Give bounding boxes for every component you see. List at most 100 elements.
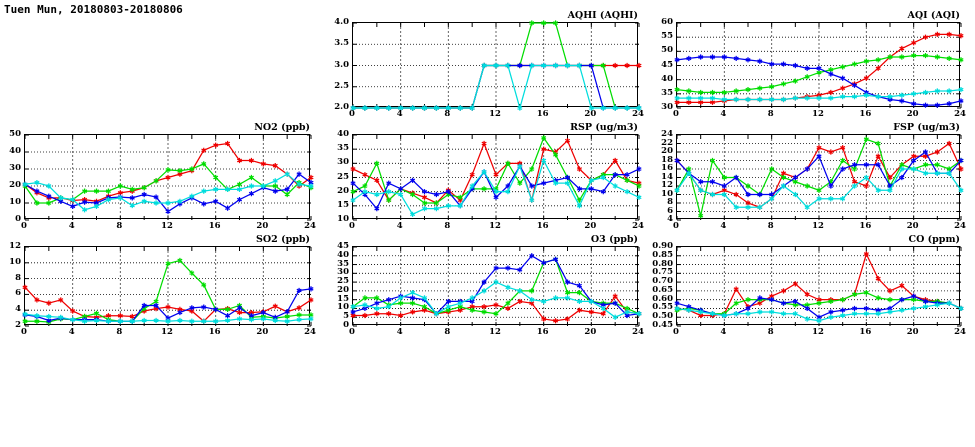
- plot-area-aqhi: [350, 20, 642, 111]
- x-tick-label: 0: [349, 221, 355, 231]
- y-tick-label: 0.60: [652, 293, 673, 304]
- y-tick-label: 35: [337, 258, 349, 269]
- plot-canvas-co: [674, 246, 964, 327]
- x-tick-label: 20: [256, 221, 269, 231]
- y-tick-label: 40: [337, 129, 349, 139]
- x-tick-label: 0: [673, 221, 679, 231]
- y-tick-label: 0.45: [652, 320, 673, 330]
- y-tick-label: 50: [9, 129, 21, 139]
- y-tick-label: 22: [661, 137, 673, 148]
- y-tick-label: 15: [337, 293, 349, 304]
- y-tick-label: 15: [337, 199, 349, 210]
- y-tick-label: 4.0: [334, 17, 349, 27]
- x-tick-label: 4: [68, 221, 75, 231]
- chart-panel-co: CO (ppm) 0.45 0.50 0.55 0.60 0.65 0.70 0.75 0.80…: [652, 234, 966, 337]
- y-tick-label: 25: [337, 171, 349, 182]
- x-tick-label: 8: [116, 221, 123, 231]
- x-tick-label: 8: [444, 221, 451, 231]
- y-tick-label: 0.90: [652, 241, 673, 251]
- x-tick-label: 0: [21, 221, 27, 231]
- y-tick-label: 20: [9, 180, 21, 190]
- y-tick-label: 50: [661, 45, 673, 56]
- plot-canvas-rsp: [350, 134, 642, 221]
- y-tick-label: 0.55: [652, 302, 673, 313]
- y-tick-label: 55: [661, 31, 673, 42]
- y-tick-label: 40: [9, 146, 21, 156]
- x-tick-label: 12: [812, 109, 824, 119]
- x-tick-label: 24: [954, 327, 966, 337]
- chart-panel-fsp: FSP (ug/m3) 4 6 8 10 12 14 16 18 20 22 24 0 4 8 12 16 20 2…: [661, 122, 966, 231]
- panel-title-co: CO (ppm): [908, 234, 960, 245]
- x-tick-label: 16: [208, 327, 221, 337]
- series-markers-green: [674, 52, 964, 96]
- x-tick-label: 4: [396, 221, 403, 231]
- x-tick-label: 20: [584, 109, 597, 119]
- x-tick-label: 0: [349, 327, 355, 337]
- plot-area-rsp: [350, 134, 642, 221]
- panel-title-aqi: AQI (AQI): [907, 10, 960, 21]
- y-tick-label: 30: [337, 157, 349, 168]
- y-tick-label: 8: [667, 197, 673, 207]
- x-tick-label: 20: [906, 221, 919, 231]
- y-tick-label: 45: [661, 59, 673, 70]
- y-tick-label: 24: [661, 129, 673, 139]
- x-tick-label: 24: [954, 221, 966, 231]
- y-tick-label: 14: [661, 171, 673, 182]
- y-tick-label: 60: [661, 17, 673, 27]
- y-tick-label: 8: [15, 272, 21, 283]
- y-tick-label: 18: [661, 154, 673, 165]
- y-tick-label: 0.70: [652, 276, 673, 287]
- x-tick-label: 8: [767, 327, 774, 337]
- x-tick-label: 8: [444, 109, 451, 119]
- y-tick-label: 5: [343, 311, 349, 322]
- y-tick-label: 6: [667, 205, 673, 216]
- series-markers-cyan: [22, 171, 314, 213]
- y-tick-label: 25: [337, 276, 349, 287]
- x-tick-label: 20: [584, 327, 597, 337]
- plot-canvas-so2: [22, 246, 314, 327]
- plot-canvas-fsp: [674, 134, 964, 221]
- y-tick-label: 0.80: [652, 258, 673, 269]
- plot-area-fsp: [674, 134, 964, 221]
- panel-title-o3: O3 (ppb): [590, 234, 638, 245]
- y-tick-label: 20: [337, 284, 349, 295]
- x-tick-label: 12: [161, 327, 173, 337]
- x-tick-label: 4: [396, 109, 403, 119]
- y-tick-label: 3.5: [334, 38, 349, 49]
- plot-canvas-aqhi: [350, 20, 642, 111]
- x-tick-label: 12: [489, 221, 501, 231]
- y-tick-label: 3.0: [334, 59, 349, 70]
- x-tick-label: 12: [489, 109, 501, 119]
- y-tick-label: 0.65: [652, 284, 673, 295]
- panel-title-aqhi: AQHI (AQHI): [567, 10, 638, 21]
- x-tick-label: 16: [208, 221, 221, 231]
- y-tick-label: 12: [9, 241, 21, 251]
- y-tick-label: 10: [9, 197, 21, 207]
- series-markers-cyan: [350, 279, 642, 320]
- y-tick-label: 2.5: [334, 80, 349, 91]
- plot-area-no2: [22, 134, 314, 221]
- x-tick-label: 0: [673, 327, 679, 337]
- y-tick-label: 2.0: [334, 102, 349, 112]
- x-tick-label: 16: [536, 221, 549, 231]
- x-tick-label: 16: [859, 109, 872, 119]
- plot-area-aqi: [674, 22, 964, 109]
- y-tick-label: 2: [15, 320, 21, 330]
- x-tick-label: 4: [68, 327, 75, 337]
- series-markers-blue: [350, 253, 642, 319]
- chart-panel-rsp: RSP (ug/m3) 10 15 20 25 30 35 40 0 4 8 12 16 20 24: [337, 122, 644, 231]
- plot-canvas-o3: [350, 246, 642, 327]
- y-tick-label: 20: [661, 146, 673, 156]
- x-tick-label: 16: [859, 221, 872, 231]
- x-tick-label: 8: [767, 221, 774, 231]
- x-tick-label: 12: [812, 327, 824, 337]
- y-tick-label: 10: [337, 214, 349, 224]
- y-tick-label: 10: [337, 302, 349, 313]
- series-markers-cyan: [350, 62, 642, 111]
- y-tick-label: 35: [337, 143, 349, 154]
- x-tick-label: 4: [396, 327, 403, 337]
- x-tick-label: 20: [906, 109, 919, 119]
- x-tick-label: 0: [673, 109, 679, 119]
- y-tick-label: 0.50: [652, 311, 673, 322]
- series-markers-cyan: [350, 157, 642, 217]
